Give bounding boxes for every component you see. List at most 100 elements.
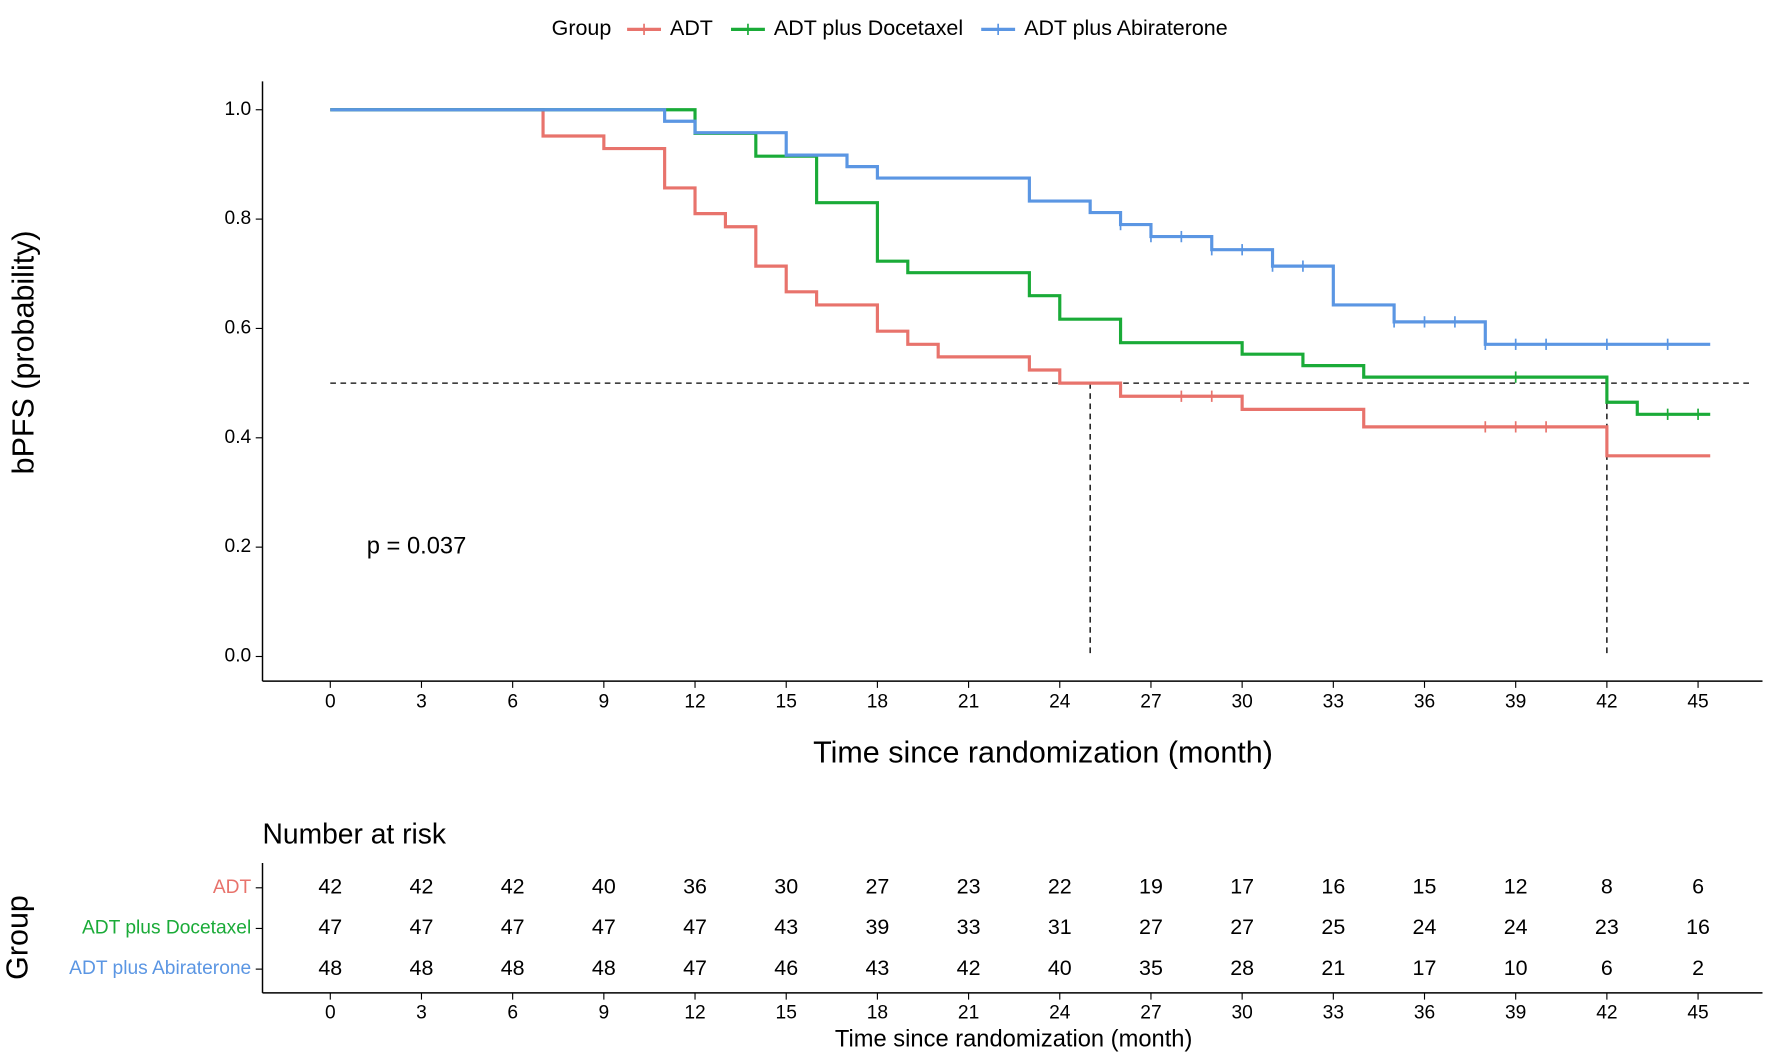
y-tick-label: 1.0 (225, 99, 252, 120)
survival-curve (330, 108, 1711, 346)
risk-count: 42 (957, 956, 981, 980)
risk-count: 10 (1504, 956, 1528, 980)
risk-count: 39 (865, 915, 889, 939)
risk-table-y-title: Group (1, 895, 35, 980)
risk-count: 40 (592, 874, 616, 898)
risk-count: 47 (318, 915, 342, 939)
x-tick-label: 18 (867, 692, 888, 713)
risk-count: 15 (1413, 874, 1437, 898)
survival-curve (330, 108, 1711, 458)
x-tick-label: 21 (958, 692, 979, 713)
y-tick-label: 0.8 (225, 208, 252, 229)
risk-count: 28 (1230, 956, 1254, 980)
risk-count: 46 (774, 956, 798, 980)
risk-count: 48 (592, 956, 616, 980)
legend-label: ADT (670, 16, 713, 40)
risk-count: 6 (1692, 874, 1704, 898)
risk-count: 16 (1321, 874, 1345, 898)
risk-count: 17 (1413, 956, 1437, 980)
x-tick-label: 24 (1049, 1002, 1071, 1023)
y-tick-label: 0.6 (225, 318, 252, 339)
risk-count: 8 (1601, 874, 1613, 898)
x-tick-label: 36 (1414, 692, 1435, 713)
x-tick-label: 3 (416, 692, 427, 713)
x-tick-label: 39 (1505, 692, 1526, 713)
row-label: ADT plus Abiraterone (69, 958, 251, 979)
risk-count: 47 (592, 915, 616, 939)
x-tick-label: 21 (958, 1002, 979, 1023)
risk-count: 47 (501, 915, 525, 939)
x-axis-title: Time since randomization (month) (813, 736, 1273, 770)
risk-count: 43 (865, 956, 889, 980)
risk-count: 48 (501, 956, 525, 980)
risk-count: 16 (1686, 915, 1710, 939)
risk-count: 22 (1048, 874, 1072, 898)
y-tick-label: 0.2 (225, 536, 252, 557)
x-tick-label: 18 (867, 1002, 888, 1023)
risk-count: 33 (957, 915, 981, 939)
risk-count: 27 (1139, 915, 1163, 939)
row-label: ADT plus Docetaxel (82, 918, 251, 939)
risk-count: 2 (1692, 956, 1704, 980)
risk-count: 19 (1139, 874, 1163, 898)
legend-title: Group (552, 16, 612, 40)
risk-count: 42 (501, 874, 525, 898)
x-tick-label: 9 (599, 692, 610, 713)
y-tick-label: 0.4 (225, 427, 252, 448)
x-tick-label: 0 (325, 692, 336, 713)
risk-count: 30 (774, 874, 798, 898)
risk-count: 24 (1413, 915, 1437, 939)
risk-count: 25 (1321, 915, 1345, 939)
row-label: ADT (213, 877, 252, 898)
annotation: p = 0.037 (367, 533, 467, 559)
x-tick-label: 42 (1596, 1002, 1617, 1023)
x-tick-label: 33 (1323, 692, 1344, 713)
x-tick-label: 0 (325, 1002, 336, 1023)
risk-count: 23 (957, 874, 981, 898)
risk-count: 24 (1504, 915, 1528, 939)
risk-count: 23 (1595, 915, 1619, 939)
x-tick-label: 45 (1687, 692, 1708, 713)
x-tick-label: 36 (1414, 1002, 1435, 1023)
x-tick-label: 27 (1140, 692, 1161, 713)
x-tick-label: 6 (507, 692, 518, 713)
risk-count: 47 (683, 915, 707, 939)
risk-count: 27 (865, 874, 889, 898)
risk-table-x-title: Time since randomization (month) (835, 1027, 1192, 1053)
y-axis-title: bPFS (probability) (6, 230, 40, 474)
x-tick-label: 24 (1049, 692, 1071, 713)
y-tick-label: 0.0 (225, 646, 252, 667)
x-tick-label: 3 (416, 1002, 427, 1023)
risk-count: 35 (1139, 956, 1163, 980)
risk-table-title: Number at risk (263, 817, 447, 849)
x-tick-label: 15 (776, 692, 797, 713)
x-tick-label: 15 (776, 1002, 797, 1023)
risk-count: 42 (318, 874, 342, 898)
risk-count: 48 (410, 956, 434, 980)
risk-count: 6 (1601, 956, 1613, 980)
risk-count: 17 (1230, 874, 1254, 898)
x-tick-label: 30 (1231, 692, 1252, 713)
x-tick-label: 39 (1505, 1002, 1526, 1023)
risk-count: 42 (410, 874, 434, 898)
x-tick-label: 33 (1323, 1002, 1344, 1023)
risk-count: 40 (1048, 956, 1072, 980)
risk-count: 48 (318, 956, 342, 980)
legend-label: ADT plus Docetaxel (774, 16, 963, 40)
risk-count: 21 (1321, 956, 1345, 980)
x-tick-label: 27 (1140, 1002, 1161, 1023)
survival-curve (330, 108, 1711, 416)
risk-count: 31 (1048, 915, 1072, 939)
x-tick-label: 9 (599, 1002, 610, 1023)
x-tick-label: 12 (684, 1002, 705, 1023)
risk-count: 27 (1230, 915, 1254, 939)
x-tick-label: 45 (1687, 1002, 1708, 1023)
risk-count: 47 (683, 956, 707, 980)
x-tick-label: 42 (1596, 692, 1617, 713)
legend-label: ADT plus Abiraterone (1024, 16, 1228, 40)
risk-count: 36 (683, 874, 707, 898)
risk-count: 12 (1504, 874, 1528, 898)
risk-count: 47 (410, 915, 434, 939)
x-tick-label: 30 (1231, 1002, 1252, 1023)
